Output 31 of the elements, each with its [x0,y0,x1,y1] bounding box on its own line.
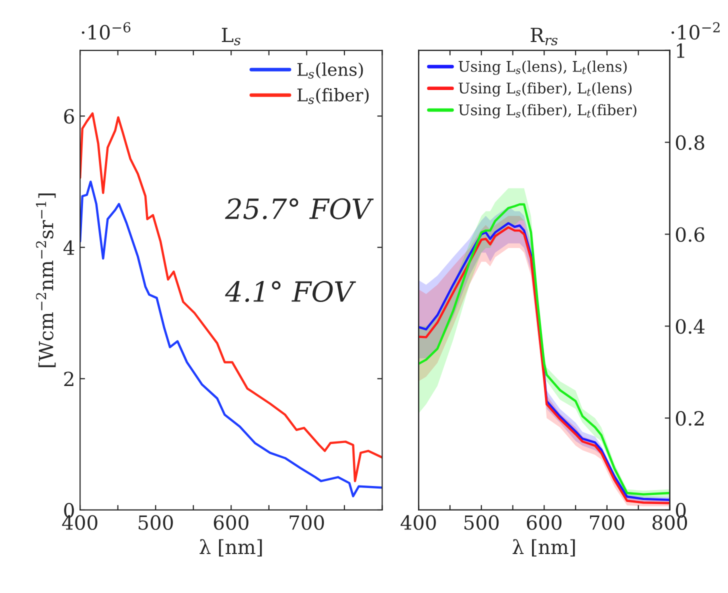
chart-title: R$_{rs}$ [530,28,558,46]
x-tick-label: 600 [214,515,248,530]
chart-title: L$_{s}$ [222,28,240,46]
text: ·10$^{−2}$ [672,22,720,40]
legend-label: L$_{s}$(lens) [297,62,363,79]
annotation: 25.7° FOV [224,198,374,220]
y-tick-label: 6 [64,109,74,124]
y2-tick-label: 1 [676,43,684,58]
annotation: 4.1° FOV [225,281,356,302]
text: ·10$^{−6}$ [82,22,130,40]
legend-label: Using L$_{s}$(fiber), L$_{t}$(lens) [458,82,632,97]
x-tick-label: 500 [138,515,173,530]
y2-tick-label: 0.4 [676,319,705,334]
x-tick-label: 700 [290,515,324,530]
y2-tick-label: 0.2 [676,411,704,426]
y2-tick-label: 0.6 [676,227,704,242]
legend-label: L$_{s}$(fiber) [297,88,369,104]
legend-label: Using L$_{s}$(fiber), L$_{t}$(fiber) [458,104,636,118]
y-axis-title: [Wcm$^{−2}$nm$^{−2}$sr$^{−1}$] [36,193,56,368]
line-series [80,112,382,482]
x-tick-label: 400 [400,515,436,530]
x-axis-title: λ [nm] [200,539,262,557]
x-tick-label: 600 [526,515,562,530]
legend-label: Using L$_{s}$(lens), L$_{t}$(lens) [458,60,627,75]
y-tick-label: 4 [63,240,74,255]
y2-tick-label: 0.8 [676,135,704,150]
x-tick-label: 700 [590,515,624,530]
line-series [80,180,382,498]
x-axis-title: λ [nm] [512,539,575,557]
x-tick-label: 500 [464,515,499,530]
y-tick-label: 2 [64,372,74,386]
